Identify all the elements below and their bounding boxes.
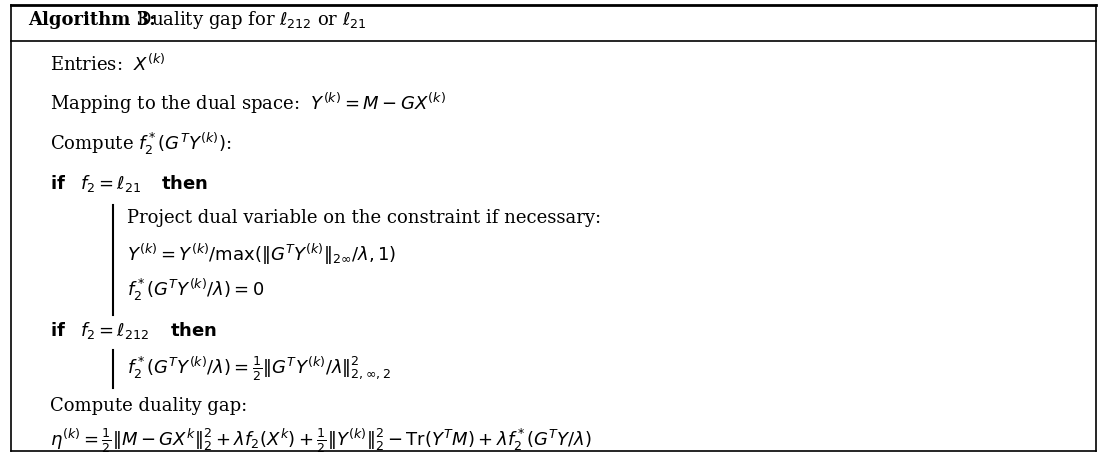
Text: Entries:  $X^{(k)}$: Entries: $X^{(k)}$ [50, 53, 165, 74]
Text: $f_2 = \ell_{21}$: $f_2 = \ell_{21}$ [80, 173, 141, 194]
Text: Mapping to the dual space:  $Y^{(k)} = M - GX^{(k)}$: Mapping to the dual space: $Y^{(k)} = M … [50, 91, 446, 117]
Text: Duality gap for $\ell_{212}$ or $\ell_{21}$: Duality gap for $\ell_{212}$ or $\ell_{2… [131, 10, 366, 32]
Text: $\eta^{(k)} = \frac{1}{2}\|M - GX^k\|_2^2 + \lambda f_2(X^k) + \frac{1}{2}\|Y^{(: $\eta^{(k)} = \frac{1}{2}\|M - GX^k\|_2^… [50, 426, 592, 455]
Text: $\mathbf{then}$: $\mathbf{then}$ [161, 175, 207, 193]
Text: Project dual variable on the constraint if necessary:: Project dual variable on the constraint … [127, 209, 601, 227]
Text: $f_2 = \ell_{212}$: $f_2 = \ell_{212}$ [80, 320, 148, 341]
Text: $f_2^*(G^T Y^{(k)}/\lambda) = 0$: $f_2^*(G^T Y^{(k)}/\lambda) = 0$ [127, 277, 265, 303]
Text: $\mathbf{if}$: $\mathbf{if}$ [50, 175, 66, 193]
Text: $Y^{(k)} = Y^{(k)}/\max(\|G^T Y^{(k)}\|_{2\infty}/\lambda, 1)$: $Y^{(k)} = Y^{(k)}/\max(\|G^T Y^{(k)}\|_… [127, 242, 396, 267]
Text: $f_2^*(G^T Y^{(k)}/\lambda) = \frac{1}{2}\|G^T Y^{(k)}/\lambda\|_{2,\infty,2}^2$: $f_2^*(G^T Y^{(k)}/\lambda) = \frac{1}{2… [127, 355, 392, 383]
Text: Algorithm 3:: Algorithm 3: [28, 11, 155, 30]
Text: $\mathbf{if}$: $\mathbf{if}$ [50, 322, 66, 340]
Text: Compute duality gap:: Compute duality gap: [50, 397, 247, 415]
Text: $\mathbf{then}$: $\mathbf{then}$ [170, 322, 217, 340]
Text: Compute $f_2^*(G^T Y^{(k)})$:: Compute $f_2^*(G^T Y^{(k)})$: [50, 130, 231, 157]
